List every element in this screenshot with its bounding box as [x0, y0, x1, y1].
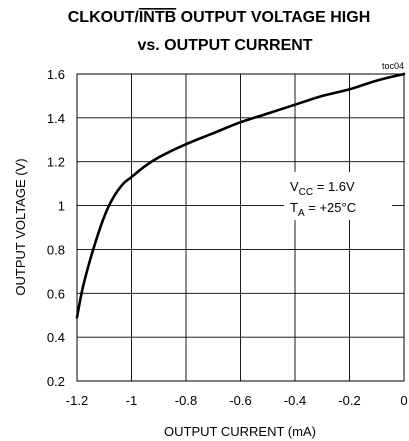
x-tick-label-3: -0.6: [229, 393, 251, 408]
x-axis-label: OUTPUT CURRENT (mA): [164, 424, 316, 439]
x-tick-label-4: -0.4: [284, 393, 306, 408]
x-tick-label-0: -1.2: [66, 393, 88, 408]
x-tick-labels: -1.2 -1 -0.8 -0.6 -0.4 -0.2 0: [66, 393, 408, 408]
chart-title-line1: CLKOUT/INTB OUTPUT VOLTAGE HIGH: [68, 9, 371, 26]
grid: [76, 73, 405, 382]
y-tick-labels: 0.2 0.4 0.6 0.8 1 1.2 1.4 1.6: [47, 67, 65, 389]
annotation-box: VCC = 1.6V TA = +25°C: [284, 172, 392, 220]
x-tick-label-5: -0.2: [338, 393, 360, 408]
y-tick-label-3: 0.8: [47, 242, 65, 257]
y-tick-label-6: 1.4: [47, 111, 65, 126]
chart-title-line2: vs. OUTPUT CURRENT: [137, 37, 312, 54]
y-tick-label-0: 0.2: [47, 374, 65, 389]
y-axis-label: OUTPUT VOLTAGE (V): [13, 158, 28, 295]
x-tick-label-1: -1: [126, 393, 138, 408]
y-tick-label-5: 1.2: [47, 155, 65, 170]
y-tick-label-7: 1.6: [47, 67, 65, 82]
x-tick-label-2: -0.8: [175, 393, 197, 408]
vcc-annotation: VCC = 1.6V: [290, 179, 355, 198]
title-overline-text: INTB: [139, 9, 176, 26]
ta-annotation: TA = +25°C: [290, 200, 356, 219]
y-tick-label-4: 1: [58, 199, 65, 214]
y-tick-label-1: 0.4: [47, 330, 65, 345]
x-tick-label-6: 0: [400, 393, 407, 408]
y-tick-label-2: 0.6: [47, 286, 65, 301]
chart-tag: toc04: [382, 61, 404, 71]
plot-frame: [76, 73, 405, 382]
series-line: [75, 72, 406, 319]
